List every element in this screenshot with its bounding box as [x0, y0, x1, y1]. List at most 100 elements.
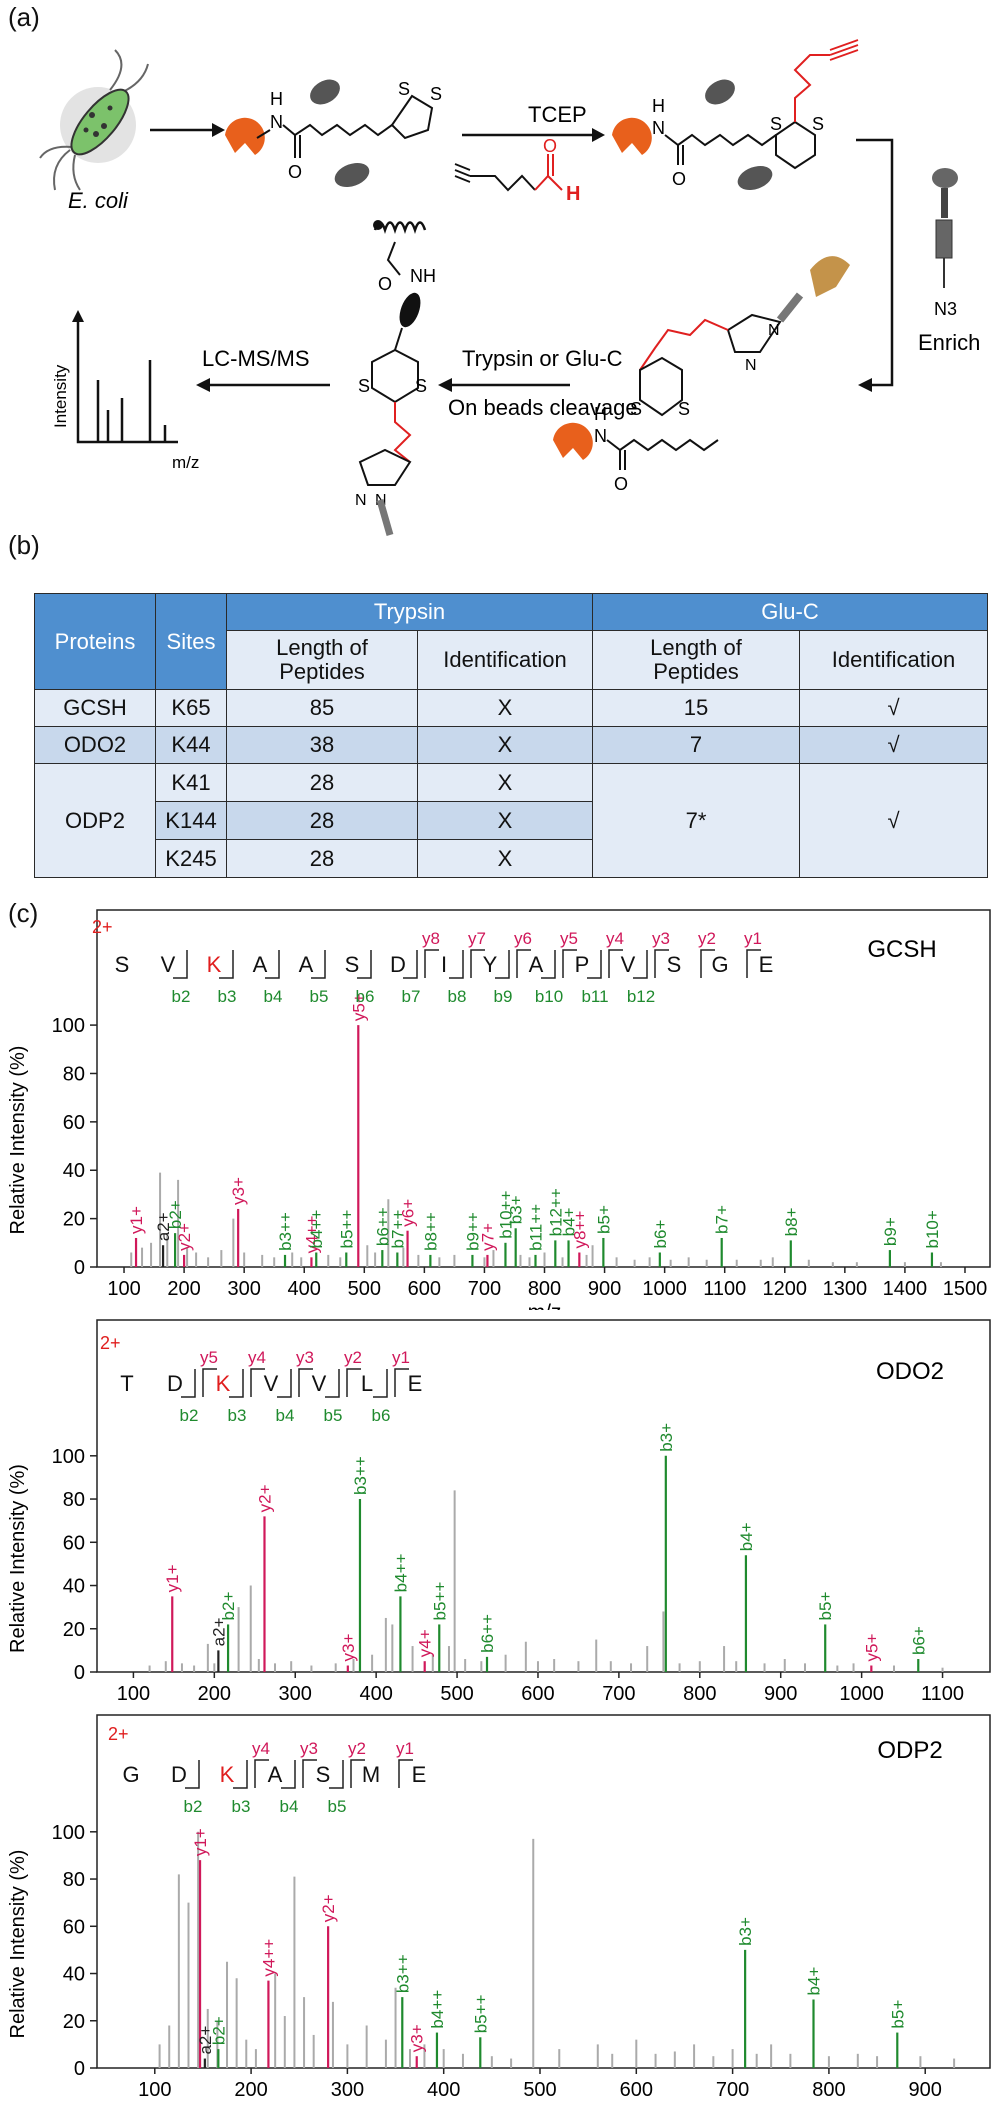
aldehyde-h: H — [566, 183, 580, 205]
ion-peak-label: y6+ — [399, 1199, 418, 1227]
sequence-residue: S — [667, 952, 682, 977]
sequence-residue: K — [220, 1762, 235, 1787]
charge-state: 2+ — [100, 1333, 121, 1353]
amide-h-3: H — [594, 404, 607, 424]
y-tick-label: 0 — [74, 1662, 85, 1684]
azide-label: N3 — [934, 299, 957, 319]
y-tick-label: 40 — [63, 1160, 85, 1182]
header-len-line1: Length of — [276, 635, 368, 660]
ion-peak-label: b4++ — [391, 1553, 410, 1592]
b-ion-bracket — [311, 950, 326, 979]
b-ion-bracket — [495, 950, 510, 979]
ion-peak-label: b8+ — [782, 1207, 801, 1236]
sequence-residue: A — [299, 952, 314, 977]
b-ion-bracket — [219, 950, 234, 979]
ion-peak-label: b8++ — [421, 1212, 440, 1251]
ecoli-label: E. coli — [68, 188, 129, 213]
x-tick-label: 100 — [117, 1683, 150, 1705]
ion-peak-label: b2+ — [166, 1200, 185, 1229]
y-ion-label: y2 — [344, 1348, 362, 1367]
x-tick-label: 200 — [198, 1683, 231, 1705]
table-row: GCSH K65 85 X 15 √ — [34, 689, 988, 727]
x-tick-label: 500 — [523, 2079, 556, 2101]
b-ion-label: b4 — [276, 1406, 295, 1425]
y-ion-bracket — [700, 949, 715, 978]
header-sites: Sites — [155, 593, 227, 690]
b-ion-label: b6 — [372, 1406, 391, 1425]
cell-gluc-ident: √ — [799, 726, 988, 764]
y-ion-label: y4 — [248, 1348, 266, 1367]
header-gluc-ident: Identification — [799, 630, 988, 690]
spectrum-gcsh: 0 20 40 60 80 100 100 200 300 400 500 600 700 800 900 1… — [7, 909, 991, 1310]
sequence-residue: E — [412, 1762, 427, 1787]
ion-peak-label: b3+ — [507, 1195, 526, 1224]
plot-frame — [96, 1714, 991, 2069]
ion-peak-label: b6++ — [373, 1207, 392, 1246]
sequence-residue: K — [207, 952, 222, 977]
sequence-residue: K — [216, 1371, 231, 1396]
b-ion-bracket — [233, 1760, 248, 1789]
b-ion-bracket — [541, 950, 556, 979]
y-ion-label: y7 — [468, 929, 486, 948]
sulfur-3a: S — [630, 399, 642, 419]
x-tick-label: 200 — [167, 1278, 200, 1300]
triazole-n-a: N — [768, 322, 780, 339]
x-tick-label: 400 — [288, 1278, 321, 1300]
table-row: ODP2 K41 28 X 7* √ — [34, 763, 988, 878]
x-tick-label: 300 — [279, 1683, 312, 1705]
amide-n-2: N — [652, 118, 665, 138]
cell-trypsin-length: 85 — [226, 689, 418, 727]
b-ion-label: b3 — [232, 1797, 251, 1816]
x-tick-label: 1100 — [921, 1683, 964, 1705]
b-ion-bracket — [277, 1369, 292, 1398]
ion-peak-label: b5+ — [816, 1592, 835, 1621]
y-ion-bracket — [516, 949, 531, 978]
x-tick-label: 600 — [620, 2079, 653, 2101]
cell-gluc-length: 7 — [592, 726, 800, 764]
y-ion-bracket — [302, 1759, 317, 1788]
sequence-residue: D — [167, 1371, 183, 1396]
b-ion-bracket — [329, 1760, 344, 1789]
b-ion-bracket — [281, 1760, 296, 1789]
sequence-residue: M — [362, 1762, 380, 1787]
x-tick-label: 400 — [427, 2079, 460, 2101]
sequence-residue: E — [408, 1371, 423, 1396]
y-axis-label: Relative Intensity (%) — [7, 1046, 29, 1235]
cell-gluc-length: 15 — [592, 689, 800, 727]
cell-trypsin-length: 28 — [226, 801, 418, 840]
ion-peak-label: y4+ — [416, 1629, 435, 1657]
enrich-label: Enrich — [918, 330, 980, 355]
y-ion-bracket — [254, 1759, 269, 1788]
y-tick-label: 20 — [63, 2011, 85, 2033]
ion-peak-label: y3+ — [339, 1634, 358, 1662]
y-ion-label: y6 — [514, 929, 532, 948]
x-tick-label: 500 — [440, 1683, 473, 1705]
ion-peak-label: y2+ — [175, 1223, 194, 1251]
ion-peak-label: b2+ — [219, 1592, 238, 1621]
y-tick-label: 60 — [63, 1112, 85, 1134]
sequence-residue: G — [122, 1762, 139, 1787]
carbonyl-o-2: O — [672, 169, 686, 189]
y-ion-bracket — [398, 1759, 413, 1788]
peptide-nh: NH — [410, 266, 436, 286]
y-tick-label: 100 — [52, 1015, 85, 1037]
ion-peak-label: b2+ — [209, 2016, 228, 2045]
ion-peak-label: a2+ — [209, 1617, 228, 1646]
x-tick-label: 200 — [234, 2079, 267, 2101]
amide-h-1: H — [270, 89, 283, 109]
y-tick-label: 80 — [63, 1489, 85, 1511]
ion-peak-label: b4++ — [428, 1990, 447, 2029]
spectrum-odp2: 0 20 40 60 80 100 100 200 300 400 500 600 700 800 900 m… — [7, 1714, 991, 2104]
lipoyl-protein-icon: H N O S S — [225, 79, 442, 188]
b-ion-bracket — [173, 950, 188, 979]
y-tick-label: 100 — [52, 1822, 85, 1844]
y-ion-label: y2 — [348, 1739, 366, 1758]
ion-peak-label: y5+ — [349, 993, 368, 1021]
ion-peak-label: b3+ — [736, 1917, 755, 1946]
b-ion-label: b7 — [402, 987, 421, 1006]
x-tick-label: 1400 — [883, 1278, 928, 1300]
cell-trypsin-length: 28 — [226, 839, 418, 878]
cell-trypsin-length: 28 — [226, 763, 418, 802]
x-tick-label: 100 — [107, 1278, 140, 1300]
x-tick-label: 700 — [602, 1683, 635, 1705]
